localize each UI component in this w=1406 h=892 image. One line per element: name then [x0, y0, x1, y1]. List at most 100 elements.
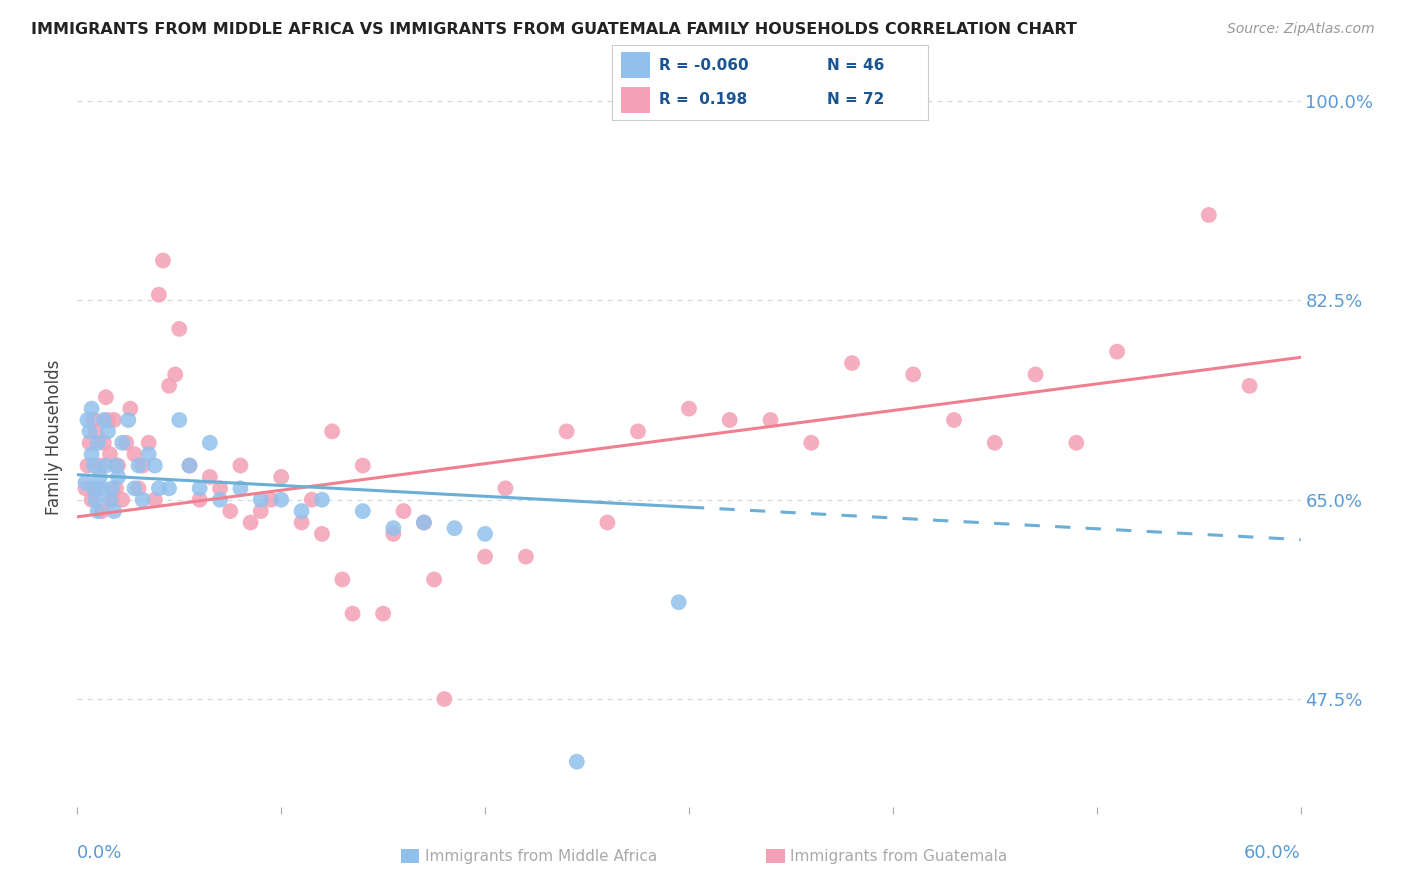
Point	[239, 516, 262, 530]
Point	[179, 458, 201, 473]
Point	[107, 470, 129, 484]
Point	[219, 504, 242, 518]
Text: 0.0%: 0.0%	[77, 844, 122, 863]
Point	[117, 413, 139, 427]
Point	[83, 413, 105, 427]
Point	[1239, 379, 1261, 393]
Point	[270, 470, 292, 484]
Point	[229, 458, 252, 473]
Point	[1198, 208, 1220, 222]
Y-axis label: Family Households: Family Households	[45, 359, 63, 515]
Point	[157, 481, 180, 495]
Point	[80, 401, 103, 416]
Point	[433, 692, 456, 706]
Point	[208, 492, 231, 507]
Point	[1024, 368, 1046, 382]
Point	[903, 368, 925, 382]
Point	[101, 481, 124, 495]
Point	[841, 356, 863, 370]
Text: R = -0.060: R = -0.060	[659, 58, 748, 72]
Point	[98, 492, 121, 507]
Text: N = 72: N = 72	[827, 93, 884, 107]
Point	[84, 425, 107, 439]
Point	[250, 492, 273, 507]
Point	[148, 481, 170, 495]
Point	[90, 481, 112, 495]
Point	[371, 607, 394, 621]
FancyBboxPatch shape	[621, 52, 650, 78]
Point	[79, 425, 101, 439]
Point	[98, 447, 121, 461]
Point	[413, 516, 436, 530]
Point	[942, 413, 965, 427]
Point	[127, 458, 149, 473]
Text: IMMIGRANTS FROM MIDDLE AFRICA VS IMMIGRANTS FROM GUATEMALA FAMILY HOUSEHOLDS COR: IMMIGRANTS FROM MIDDLE AFRICA VS IMMIGRA…	[31, 22, 1077, 37]
Point	[87, 435, 110, 450]
Point	[107, 458, 129, 473]
Point	[382, 527, 405, 541]
Point	[80, 447, 103, 461]
Point	[94, 390, 117, 404]
Point	[79, 435, 101, 450]
Point	[250, 504, 273, 518]
Point	[495, 481, 517, 495]
Point	[668, 595, 690, 609]
Point	[124, 481, 146, 495]
Point	[984, 435, 1007, 450]
Point	[105, 458, 128, 473]
Point	[143, 458, 166, 473]
Point	[124, 447, 146, 461]
Point	[565, 755, 588, 769]
Point	[443, 521, 465, 535]
Point	[93, 413, 115, 427]
Point	[474, 527, 496, 541]
Point	[352, 458, 374, 473]
Point	[169, 322, 191, 336]
Point	[423, 573, 446, 587]
Point	[97, 413, 120, 427]
Point	[179, 458, 201, 473]
Point	[76, 458, 98, 473]
Text: Immigrants from Middle Africa: Immigrants from Middle Africa	[425, 849, 657, 863]
Point	[115, 435, 138, 450]
Point	[87, 504, 110, 518]
Point	[111, 492, 134, 507]
Point	[75, 481, 97, 495]
Point	[97, 425, 120, 439]
Point	[84, 492, 107, 507]
Point	[143, 492, 166, 507]
Point	[342, 607, 364, 621]
Point	[800, 435, 823, 450]
Text: N = 46: N = 46	[827, 58, 884, 72]
Point	[382, 521, 405, 535]
Point	[188, 481, 211, 495]
Point	[127, 481, 149, 495]
Point	[165, 368, 187, 382]
Point	[596, 516, 619, 530]
Point	[515, 549, 537, 564]
Point	[148, 287, 170, 301]
Point	[229, 481, 252, 495]
Point	[290, 504, 312, 518]
Point	[138, 447, 160, 461]
Point	[352, 504, 374, 518]
Point	[392, 504, 415, 518]
Point	[321, 425, 343, 439]
Point	[103, 504, 125, 518]
Point	[759, 413, 782, 427]
Point	[1066, 435, 1088, 450]
Point	[718, 413, 741, 427]
Point	[198, 435, 221, 450]
Point	[89, 470, 111, 484]
Point	[120, 401, 142, 416]
Text: Immigrants from Guatemala: Immigrants from Guatemala	[790, 849, 1008, 863]
Point	[270, 492, 292, 507]
Point	[301, 492, 323, 507]
Point	[83, 458, 105, 473]
Point	[152, 253, 174, 268]
Point	[260, 492, 283, 507]
Point	[188, 492, 211, 507]
Point	[101, 492, 124, 507]
Point	[89, 458, 111, 473]
Point	[627, 425, 650, 439]
